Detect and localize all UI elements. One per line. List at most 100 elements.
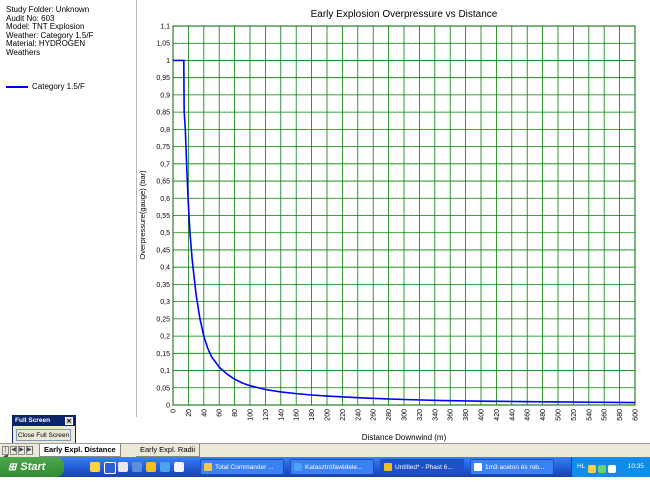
tray-security-icon[interactable] [598, 465, 606, 473]
x-tick-label: 140 [278, 409, 285, 421]
x-tick-label: 240 [355, 409, 362, 421]
y-tick-label: 0,75 [156, 144, 170, 151]
info-audit-no: Audit No: 603 [6, 13, 55, 23]
y-tick-label: 1,1 [160, 24, 170, 31]
info-study-folder: Study Folder: Unknown [6, 5, 90, 14]
y-tick-label: 0,2 [160, 334, 170, 341]
x-tick-label: 320 [417, 409, 424, 421]
full-screen-title-text: Full Screen [15, 417, 51, 424]
sheet-tab-bar: |◀ ◀ ▶ ▶| Early Expl. Distance Early Exp… [0, 443, 650, 460]
x-tick-label: 460 [525, 409, 532, 421]
next-sheet-button[interactable]: ▶ [18, 446, 25, 455]
windows-logo-icon: ⊞ [8, 462, 17, 473]
info-model: Model: TNT Explosion [6, 22, 85, 32]
y-tick-label: 1,05 [156, 41, 170, 48]
full-screen-toolbar: Full Screen ✕ Close Full Screen [12, 415, 76, 444]
y-tick-label: 0,4 [160, 265, 170, 272]
tab-early-expl-distance[interactable]: Early Expl. Distance [39, 444, 121, 457]
x-tick-label: 400 [479, 409, 486, 421]
quicklaunch-explorer-icon[interactable] [118, 462, 128, 472]
task-total-commander[interactable]: Total Commander ... [200, 459, 284, 475]
y-tick-label: 0,35 [156, 282, 170, 289]
x-tick-label: 220 [340, 409, 347, 421]
y-tick-label: 0,45 [156, 247, 170, 254]
task-label: Total Commander ... [215, 464, 274, 471]
x-tick-label: 540 [586, 409, 593, 421]
first-sheet-button[interactable]: |◀ [2, 446, 9, 460]
y-tick-label: 0,8 [160, 127, 170, 134]
quicklaunch-browser-icon[interactable] [160, 462, 170, 472]
y-tick-label: 0,85 [156, 110, 170, 117]
y-tick-label: 0,65 [156, 179, 170, 186]
x-tick-label: 260 [371, 409, 378, 421]
chart: 0 20 40 60 80 100 120 140 160 180 200 220 240 260 280 3… [138, 9, 640, 442]
task-label: Untitled* - Phast 6... [395, 464, 453, 471]
tray-icons [588, 462, 618, 482]
quicklaunch-document-icon[interactable] [132, 462, 142, 472]
x-tick-label: 580 [617, 409, 624, 421]
y-tick-label: 0,05 [156, 385, 170, 392]
y-tick-label: 1 [166, 58, 170, 65]
x-tick-label: 440 [509, 409, 516, 421]
task-label: 1m3 aceton és rob... [485, 464, 545, 471]
x-tick-label: 480 [540, 409, 547, 421]
x-tick-label: 560 [602, 409, 609, 421]
x-tick-label: 20 [186, 409, 193, 417]
y-tick-label: 0,5 [160, 230, 170, 237]
x-tick-label: 340 [432, 409, 439, 421]
x-tick-label: 180 [309, 409, 316, 421]
task-katasztrofavedelem[interactable]: Katasztrófavédele... [290, 459, 374, 475]
task-phast[interactable]: Untitled* - Phast 6... [380, 459, 464, 475]
start-button[interactable]: ⊞ Start [0, 457, 64, 477]
close-icon[interactable]: ✕ [65, 417, 73, 425]
quicklaunch-notepad-icon[interactable] [174, 462, 184, 472]
y-tick-label: 0,9 [160, 92, 170, 99]
y-tick-label: 0,3 [160, 299, 170, 306]
task-label: Katasztrófavédele... [305, 464, 363, 471]
y-tick-label: 0 [166, 403, 170, 410]
system-tray: HL 10:35 [571, 457, 650, 477]
y-axis-label: Overpressure(gauge) (bar) [138, 170, 147, 260]
y-tick-label: 0,15 [156, 351, 170, 358]
chart-info-panel: Study Folder: Unknown Audit No: 603 Mode… [0, 0, 137, 417]
task-word-icon [474, 463, 482, 471]
grid [172, 25, 636, 406]
task-word-document[interactable]: 1m3 aceton és rob... [470, 459, 554, 475]
x-tick-label: 60 [217, 409, 224, 417]
legend-item: Category 1.5/F [6, 82, 85, 91]
info-weathers: Weathers [6, 47, 41, 57]
tray-network-icon[interactable] [588, 465, 596, 473]
task-phast-icon [384, 463, 392, 471]
task-browser-icon [294, 463, 302, 471]
legend-label: Category 1.5/F [32, 82, 85, 91]
x-tick-label: 360 [448, 409, 455, 421]
tray-volume-icon[interactable] [608, 465, 616, 473]
x-tick-label: 380 [463, 409, 470, 421]
last-sheet-button[interactable]: ▶| [26, 446, 34, 455]
x-axis-label: Distance Downwind (m) [362, 433, 447, 442]
y-tick-label: 0,1 [160, 368, 170, 375]
x-tick-label: 80 [232, 409, 239, 417]
y-tick-label: 0,25 [156, 316, 170, 323]
quicklaunch-desktop-icon[interactable] [104, 462, 116, 474]
x-tick-label: 0 [171, 409, 178, 413]
quicklaunch-folder-icon[interactable] [90, 462, 100, 472]
tick-labels: 0 20 40 60 80 100 120 140 160 180 200 220 240 260 280 3… [156, 24, 639, 421]
chart-title: Early Explosion Overpressure vs Distance [311, 9, 498, 20]
study-info: Study Folder: Unknown Audit No: 603 Mode… [6, 5, 134, 58]
x-tick-label: 40 [201, 409, 208, 417]
legend-line-swatch [6, 85, 28, 88]
x-tick-label: 100 [248, 409, 255, 421]
y-tick-label: 0,7 [160, 161, 170, 168]
tab-early-expl-radii[interactable]: Early Expl. Radii [136, 444, 201, 457]
x-tick-label: 120 [263, 409, 270, 421]
x-tick-label: 300 [402, 409, 409, 421]
close-full-screen-button[interactable]: Close Full Screen [16, 429, 71, 441]
quicklaunch-app-icon[interactable] [146, 462, 156, 472]
prev-sheet-button[interactable]: ◀ [10, 446, 17, 455]
start-label: Start [20, 461, 46, 473]
task-total-commander-icon [204, 463, 212, 471]
language-indicator[interactable]: HL [577, 463, 586, 470]
x-tick-label: 520 [571, 409, 578, 421]
x-tick-label: 200 [325, 409, 332, 421]
